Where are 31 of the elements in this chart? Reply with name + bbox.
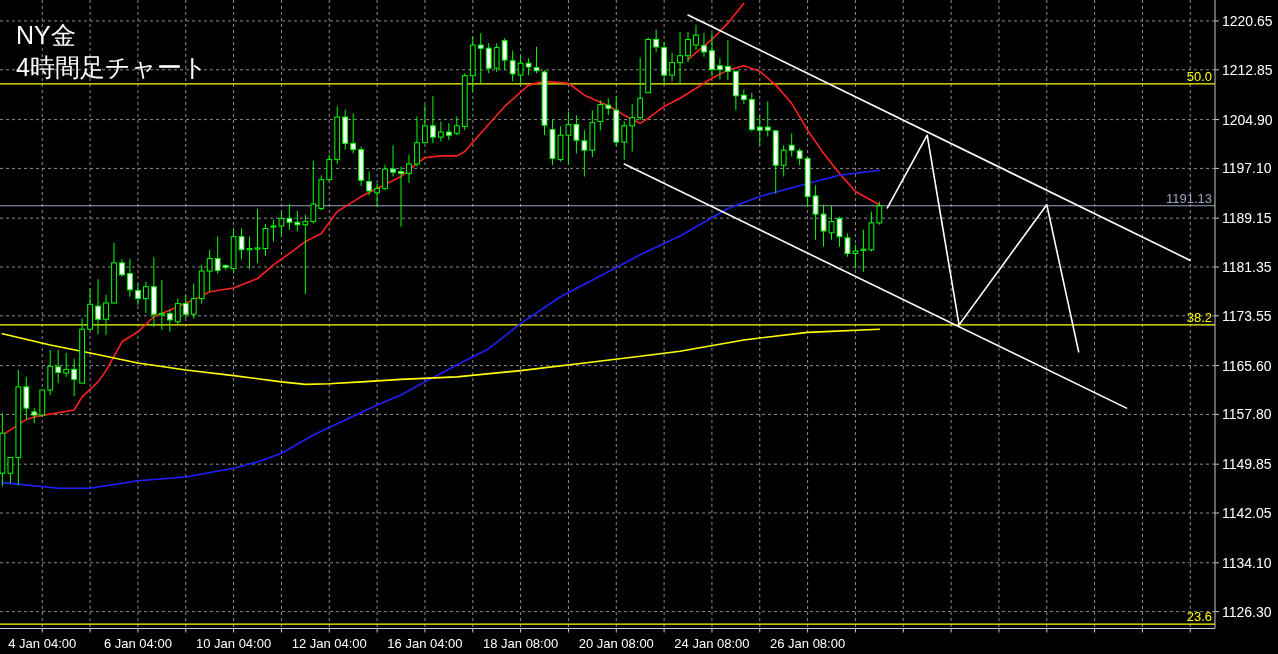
x-tick-label: 18 Jan 08:00: [483, 635, 559, 651]
y-tick-label: 1212.85: [1222, 61, 1273, 78]
y-tick-label: 1189.15: [1222, 210, 1272, 227]
y-tick-label: 1134.10: [1222, 554, 1272, 571]
x-tick-label: 26 Jan 08:00: [770, 635, 846, 651]
annotation: 38.2: [1186, 309, 1212, 325]
x-tick-label: 10 Jan 04:00: [196, 635, 272, 651]
y-tick-label: 1157.80: [1222, 406, 1272, 423]
y-tick-label: 1142.05: [1222, 505, 1272, 521]
annotation: 23.6: [1186, 609, 1212, 625]
line-series: [1, 328, 881, 386]
y-tick-label: 1197.10: [1222, 160, 1272, 177]
x-tick-label: 6 Jan 04:00: [103, 635, 172, 651]
y-tick-label: 1204.90: [1222, 111, 1273, 128]
y-tick-label: 1173.55: [1222, 307, 1272, 324]
x-tick-label: 16 Jan 04:00: [387, 635, 463, 651]
text: NY金: [16, 21, 76, 49]
ref-line-label: 1191.13: [1165, 190, 1212, 206]
y-tick-label: 1165.60: [1222, 357, 1272, 374]
y-tick-label: 1149.85: [1222, 456, 1272, 473]
annotation: 50.0: [1186, 68, 1212, 84]
x-tick-label: 20 Jan 08:00: [578, 635, 654, 651]
x-tick-label: 4 Jan 04:00: [8, 635, 77, 651]
y-tick-label: 1126.30: [1222, 603, 1272, 620]
y-tick-label: 1220.65: [1222, 12, 1273, 29]
y-tick-label: 1181.35: [1222, 258, 1272, 275]
text: 4時間足チャート: [16, 53, 208, 81]
line-series: [1, 169, 881, 490]
line-series: [687, 2, 745, 61]
x-tick-label: 12 Jan 04:00: [291, 635, 367, 651]
x-tick-label: 24 Jan 08:00: [674, 635, 750, 651]
